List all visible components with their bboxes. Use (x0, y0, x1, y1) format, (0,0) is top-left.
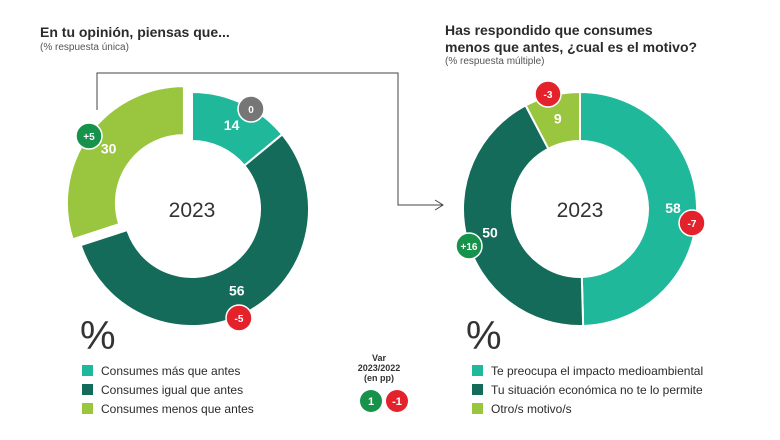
donut-slice (579, 90, 698, 327)
variation-badge-label: 0 (248, 105, 254, 116)
donut-slice (79, 133, 310, 327)
slice-value-label: 58 (665, 200, 681, 216)
variation-badge-label: -3 (544, 90, 553, 101)
legend-swatch (472, 384, 483, 395)
positive-badge (360, 390, 382, 412)
variation-badge (678, 209, 706, 237)
legend-item: Consumes igual que antes (82, 381, 254, 398)
variation-badge-label: -5 (235, 314, 244, 325)
legend-swatch (82, 403, 93, 414)
variation-badge-label: +5 (83, 132, 95, 143)
variation-legend-line: Var (371, 353, 386, 363)
legend-item: Te preocupa el impacto medioambiental (472, 362, 703, 379)
center-year-label: 2023 (557, 199, 604, 222)
chart2-title: Has respondido que consumes menos que an… (445, 22, 698, 55)
slice-value-label: 9 (554, 111, 562, 127)
legend-right: Te preocupa el impacto medioambiental Tu… (472, 362, 703, 419)
chart1-title: En tu opinión, piensas que... (40, 24, 230, 40)
variation-badge-label: -7 (688, 219, 697, 230)
slice-value-label: 56 (229, 282, 245, 298)
donut-chart-right: 58 50 9 2023 -7 +16 -3 (455, 80, 706, 327)
slice-value-label: 14 (224, 117, 240, 133)
variation-badge-label: +16 (461, 242, 478, 253)
legend-label: Tu situación económica no te lo permite (491, 382, 703, 397)
legend-item: Otro/s motivo/s (472, 400, 703, 417)
negative-badge (386, 390, 408, 412)
legend-item: Consumes más que antes (82, 362, 254, 379)
donut-chart-left: 14 56 30 2023 0 -5 +5 (65, 85, 310, 332)
donut-slice (65, 85, 185, 241)
percent-symbol-right: % (466, 314, 502, 358)
connector-arrow (96, 72, 442, 206)
variation-badge (225, 304, 253, 332)
connector-arrowhead (434, 199, 444, 211)
chart2-subtitle: (% respuesta múltiple) (445, 56, 545, 67)
slice-value-label: 30 (101, 140, 117, 156)
legend-label: Te preocupa el impacto medioambiental (491, 363, 704, 378)
positive-badge-label: 1 (368, 396, 374, 408)
negative-badge-label: -1 (392, 396, 402, 408)
slice-value-label: 50 (482, 224, 498, 240)
legend-left: Consumes más que antes Consumes igual qu… (82, 362, 254, 419)
legend-swatch (82, 365, 93, 376)
legend-label: Otro/s motivo/s (491, 401, 572, 416)
variation-legend-line: 2023/2022 (357, 363, 401, 373)
legend-swatch (472, 403, 483, 414)
center-year-label: 2023 (169, 199, 216, 222)
legend-label: Consumes más que antes (101, 363, 241, 378)
percent-symbol-left: % (80, 314, 116, 358)
variation-legend: Var 2023/2022 (en pp) (349, 353, 409, 383)
legend-item: Tu situación económica no te lo permite (472, 381, 703, 398)
legend-item: Consumes menos que antes (82, 400, 254, 417)
variation-badge (237, 95, 265, 123)
variation-badge (75, 122, 103, 150)
variation-badge (534, 80, 562, 108)
variation-legend-badges: 1 -1 (360, 390, 408, 412)
variation-legend-line: (en pp) (364, 373, 394, 383)
chart1-subtitle: (% respuesta única) (40, 42, 129, 53)
donut-slice (462, 104, 585, 327)
legend-label: Consumes menos que antes (101, 401, 254, 416)
variation-badge (455, 232, 483, 260)
legend-swatch (82, 384, 93, 395)
legend-swatch (472, 365, 483, 376)
legend-label: Consumes igual que antes (101, 382, 244, 397)
